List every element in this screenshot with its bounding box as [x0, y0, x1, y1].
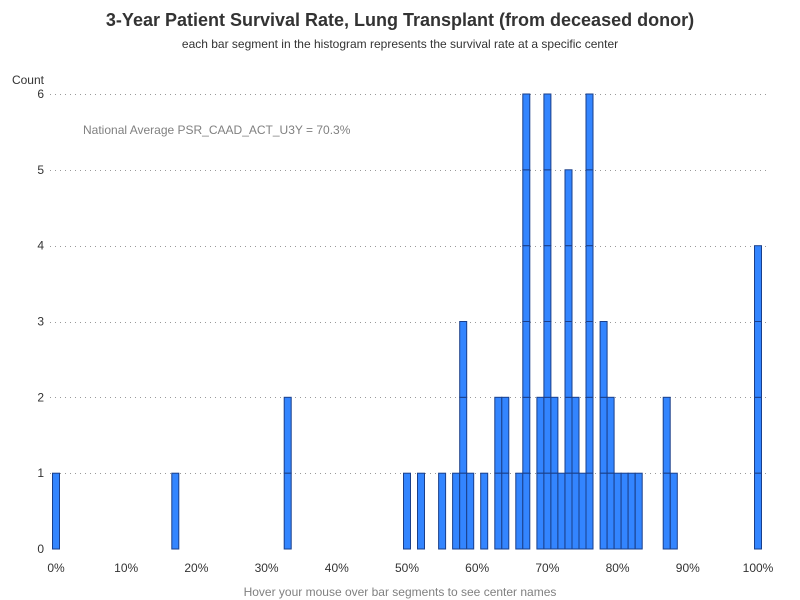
x-tick-label: 30%: [255, 561, 279, 575]
bar-segment[interactable]: [480, 472, 489, 550]
y-tick-label: 2: [37, 390, 44, 404]
bar-segment[interactable]: [171, 472, 180, 550]
y-tick-label: 5: [37, 163, 44, 177]
x-tick-label: 0%: [47, 561, 65, 575]
bar-segment[interactable]: [627, 472, 636, 550]
bar-segment[interactable]: [522, 472, 531, 550]
bar-segment[interactable]: [403, 472, 411, 550]
x-tick-label: 90%: [676, 561, 700, 575]
x-tick-label: 50%: [395, 561, 419, 575]
bar-segment[interactable]: [550, 472, 559, 550]
bar-segment[interactable]: [543, 245, 552, 322]
bar-segment[interactable]: [501, 472, 510, 550]
bar-segment[interactable]: [283, 472, 292, 550]
bar-segment[interactable]: [606, 472, 615, 550]
bar-segment[interactable]: [417, 472, 425, 550]
bar-segment[interactable]: [459, 472, 468, 550]
x-tick-labels: 0% 10% 20% 30% 40% 50% 60% 70% 80% 90% 100%: [47, 561, 773, 575]
bar-segment[interactable]: [613, 472, 622, 550]
bar-segment[interactable]: [585, 396, 594, 474]
y-axis-label: Count: [12, 73, 45, 87]
y-tick-label: 0: [37, 542, 44, 556]
x-tick-label: 80%: [606, 561, 630, 575]
bar-segment[interactable]: [283, 396, 292, 474]
gridlines: [50, 94, 768, 474]
y-tick-labels: 0 1 2 3 4 5 6: [37, 87, 44, 556]
bar-segment[interactable]: [459, 396, 468, 474]
bar-segment[interactable]: [599, 472, 608, 550]
bar-segment[interactable]: [585, 169, 594, 247]
bar-segment[interactable]: [564, 396, 573, 474]
bar-segment[interactable]: [754, 245, 762, 322]
bar-segment[interactable]: [564, 472, 573, 550]
bar-segment[interactable]: [543, 321, 552, 398]
bar-segment[interactable]: [522, 321, 531, 398]
bar-segment[interactable]: [669, 472, 678, 550]
bar-segment[interactable]: [459, 321, 468, 398]
bar-segment[interactable]: [564, 321, 573, 398]
bar-segment[interactable]: [585, 245, 594, 322]
bar-segment[interactable]: [494, 396, 503, 474]
bar-segment[interactable]: [606, 396, 615, 474]
bar-segment[interactable]: [599, 396, 608, 474]
x-tick-label: 20%: [184, 561, 208, 575]
bar-segment[interactable]: [620, 472, 629, 550]
chart-title: 3-Year Patient Survival Rate, Lung Trans…: [106, 10, 694, 30]
bar-segments[interactable]: [52, 93, 762, 550]
bar-segment[interactable]: [662, 472, 671, 550]
hover-footnote: Hover your mouse over bar segments to se…: [244, 585, 557, 599]
bar-segment[interactable]: [522, 169, 531, 247]
bar-segment[interactable]: [634, 472, 643, 550]
bar-segment[interactable]: [585, 93, 594, 171]
x-tick-label: 100%: [743, 561, 774, 575]
bar-segment[interactable]: [754, 472, 762, 550]
bar-segment[interactable]: [494, 472, 503, 550]
bar-segment[interactable]: [571, 396, 580, 474]
bar-segment[interactable]: [466, 472, 475, 550]
y-tick-label: 4: [37, 239, 44, 253]
bar-segment[interactable]: [754, 396, 762, 474]
x-tick-label: 70%: [535, 561, 559, 575]
y-tick-label: 6: [37, 87, 44, 101]
bar-segment[interactable]: [522, 396, 531, 474]
bar-segment[interactable]: [536, 396, 545, 474]
x-tick-label: 60%: [465, 561, 489, 575]
bar-segment[interactable]: [536, 472, 545, 550]
bar-segment[interactable]: [438, 472, 447, 550]
national-average-annotation: National Average PSR_CAAD_ACT_U3Y = 70.3…: [83, 123, 351, 137]
bar-segment[interactable]: [501, 396, 510, 474]
bar-segment[interactable]: [564, 245, 573, 322]
bar-segment[interactable]: [585, 472, 594, 550]
bar-segment[interactable]: [550, 396, 559, 474]
bar-segment[interactable]: [564, 169, 573, 247]
bar-segment[interactable]: [557, 472, 566, 550]
bar-segment[interactable]: [522, 245, 531, 322]
bar-segment[interactable]: [543, 396, 552, 474]
bar-segment[interactable]: [515, 472, 524, 550]
y-tick-label: 1: [37, 466, 44, 480]
bar-segment[interactable]: [578, 472, 587, 550]
x-tick-label: 40%: [325, 561, 349, 575]
bar-segment[interactable]: [662, 396, 671, 474]
bar-segment[interactable]: [543, 169, 552, 247]
y-tick-label: 3: [37, 315, 44, 329]
x-tick-label: 10%: [114, 561, 138, 575]
bar-segment[interactable]: [452, 472, 461, 550]
bar-segment[interactable]: [543, 472, 552, 550]
bar-segment[interactable]: [543, 93, 552, 171]
bar-segment[interactable]: [52, 472, 60, 550]
bar-segment[interactable]: [522, 93, 531, 171]
bar-segment[interactable]: [599, 321, 608, 398]
bar-segment[interactable]: [585, 321, 594, 398]
chart-subtitle: each bar segment in the histogram repres…: [182, 37, 618, 51]
bar-segment[interactable]: [754, 321, 762, 398]
bar-segment[interactable]: [571, 472, 580, 550]
